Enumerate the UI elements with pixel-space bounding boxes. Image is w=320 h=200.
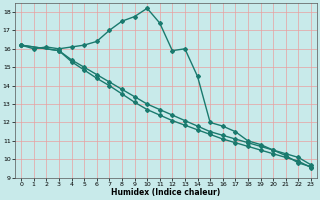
X-axis label: Humidex (Indice chaleur): Humidex (Indice chaleur): [111, 188, 221, 197]
